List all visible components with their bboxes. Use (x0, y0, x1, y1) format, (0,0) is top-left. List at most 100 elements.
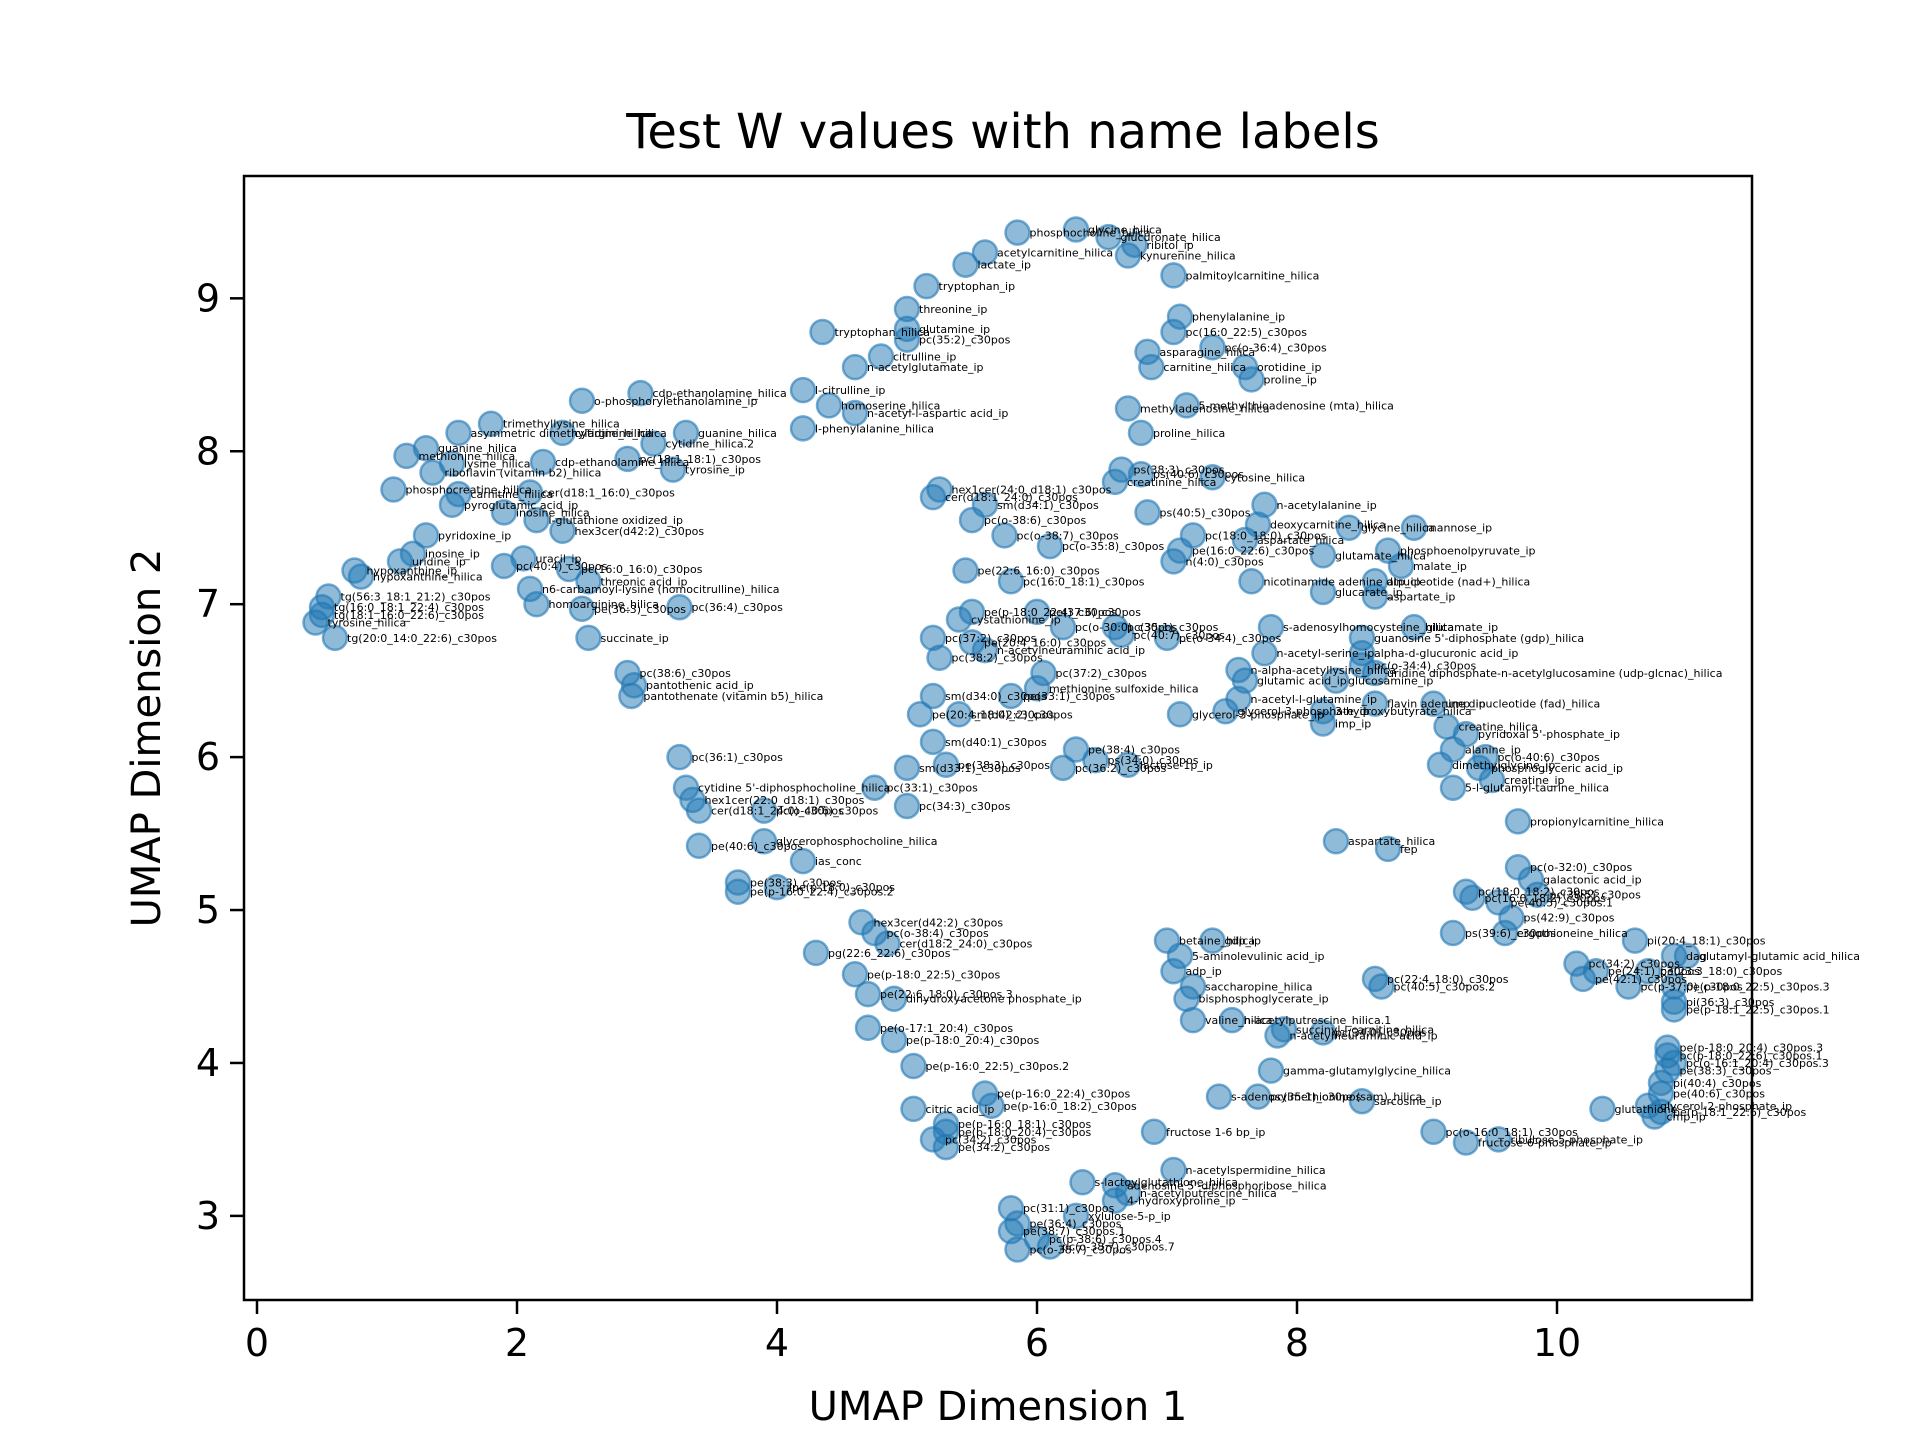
data-point (1114, 242, 1142, 269)
point-label: propionylcarnitine_hilica (1530, 815, 1664, 828)
data-point (724, 878, 752, 905)
data-point (1335, 514, 1363, 541)
point-label: dihydroxyacetone phosphate_ip (906, 993, 1082, 1006)
point-label: proline_hilica (1153, 427, 1225, 440)
data-point (1504, 808, 1532, 835)
point-label: pc(18:1_18:1)_c30pos (640, 453, 762, 466)
data-point (549, 517, 576, 545)
data-point (393, 442, 420, 470)
data-point (1439, 774, 1467, 801)
point-label: phenylalanine_ip (1192, 311, 1285, 324)
data-point (1036, 1233, 1064, 1260)
point-label: 5-aminolevulinic acid_ip (1192, 950, 1325, 963)
point-label: n-acetylspermidine_hilica (1186, 1164, 1326, 1177)
point-label: glycerol-3-phosphate_ip (1238, 705, 1370, 718)
point-label: pe(38:3)_c30pos (1680, 1065, 1772, 1078)
point-label: glucuronate_hilica (1121, 231, 1221, 244)
data-point (841, 353, 869, 381)
data-point (919, 728, 947, 756)
point-label: gdp_ip (1225, 935, 1262, 948)
data-point (893, 754, 921, 782)
point-label: n-acetylneuraminic acid_ip (997, 644, 1145, 657)
point-label: cer(d18:1_24:0)_c30pos (711, 805, 844, 818)
point-label: valine_hilica (1205, 1014, 1273, 1027)
point-label: 3-hydroxybutyrate_hilica (1335, 705, 1472, 718)
point-label: n-acetylglutamate_ip (867, 361, 984, 374)
point-label: ps(34:0)_c30pos (1108, 754, 1199, 767)
point-label: bisphosphoglycerate_ip (1199, 993, 1329, 1006)
point-label: pc(16:0_16:0)_c30pos (581, 563, 703, 576)
point-label: pc(o-30:0)_c30pos (1075, 621, 1177, 634)
data-point (549, 419, 576, 447)
point-label: pe(16:0_22:6)_c30pos (1192, 545, 1314, 558)
y-tick-label: 6 (196, 735, 220, 779)
point-label: pe(40:6)_c30pos (711, 840, 803, 853)
data-point (1439, 919, 1467, 947)
point-label: citrulline_ip (893, 350, 956, 363)
data-point (1309, 1019, 1337, 1046)
data-point (1160, 318, 1187, 346)
point-label: n(4:0)_c30pos (1186, 555, 1265, 568)
point-label: ergothioneine_hilica (1517, 927, 1628, 940)
point-label: pc(o-16:1_20:4)_c30pos.3 (1686, 1057, 1829, 1070)
point-label: n-acetylputrescine_hilica.1 (1244, 1014, 1391, 1027)
data-point (958, 629, 986, 656)
point-label: fep (1400, 843, 1418, 856)
data-point (900, 1095, 927, 1123)
data-point (438, 491, 466, 519)
data-point (1004, 1236, 1031, 1263)
data-point (529, 448, 557, 476)
chart-title: Test W values with name labels (625, 104, 1379, 160)
data-point (302, 609, 329, 636)
point-label: phosphoglyceric acid_ip (1491, 762, 1623, 775)
data-point (815, 392, 843, 419)
point-label: alanine_ip (1465, 743, 1521, 756)
data-point (906, 701, 934, 728)
point-label: pc(40:4)_c30pos (516, 560, 608, 573)
data-point (1420, 1118, 1447, 1146)
point-label: ribitol_ip (1147, 239, 1194, 252)
point-label: hypoxanthine_ip (367, 565, 458, 578)
point-label: pe(40:5)_c30pos.1 (1511, 896, 1614, 909)
point-label: pc(38:5)_c30pos (1550, 889, 1642, 902)
data-point (1101, 1187, 1129, 1214)
data-point (1244, 1083, 1272, 1110)
point-label: guanine_hilica (698, 427, 777, 440)
data-point (880, 985, 908, 1012)
data-point (952, 557, 979, 584)
data-point (1309, 542, 1337, 569)
data-point (510, 545, 537, 572)
point-label: sm(d42:2)_c30pos (971, 708, 1073, 721)
point-label: pc(o-35:8)_c30pos (1062, 540, 1164, 553)
point-label: pe(40:6)_c30pos (1673, 1088, 1765, 1101)
point-label: pc(o-16:0_18:1)_c30pos (1446, 1126, 1579, 1139)
data-point (1095, 223, 1122, 251)
point-label: pc(31:1)_c30pos (1023, 1202, 1115, 1215)
data-point (1036, 532, 1064, 560)
data-point (1569, 965, 1597, 993)
point-label: creatine_ip (1504, 774, 1565, 787)
x-tick-label: 2 (505, 1321, 529, 1365)
point-label: pi(40:4)_c30pos (1673, 1077, 1762, 1090)
data-point (932, 751, 960, 779)
point-label: orotidine_ip (1257, 361, 1321, 374)
point-label: adenosine 5'-diphosphoribose_hilica (1127, 1179, 1327, 1192)
point-label: pyridoxine_ip (438, 529, 511, 542)
y-axis-label: UMAP Dimension 2 (124, 549, 170, 928)
point-label: uridine_ip (412, 555, 466, 568)
data-point (958, 506, 986, 534)
point-label: n-acetylalanine_ip (1277, 499, 1377, 512)
plot-frame (242, 174, 1754, 1302)
point-label: hex1cer(22:0_d18:1)_c30pos (705, 794, 865, 807)
point-label: pc(16:0_22:5)_c30pos (1186, 326, 1308, 339)
data-point (945, 701, 973, 728)
data-point (575, 624, 602, 652)
data-point (1160, 262, 1187, 289)
point-label: tryptophan_ip (939, 280, 1016, 293)
point-label: pe(p-18:0_22:5)_c30pos (867, 968, 1000, 981)
point-label: methyladenosine_hilica (1140, 402, 1269, 415)
point-label: dag (1686, 950, 1707, 963)
data-point (1114, 751, 1142, 779)
point-label: asparagine_hilica (1160, 346, 1256, 359)
point-label: n6-carbamoyl-lysine (homocitrulline)_hil… (542, 583, 780, 596)
